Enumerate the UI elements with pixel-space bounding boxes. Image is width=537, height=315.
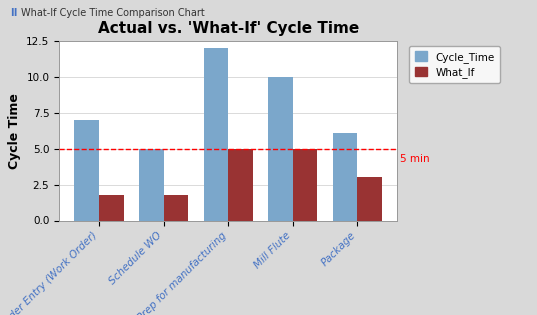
Legend: Cycle_Time, What_If: Cycle_Time, What_If bbox=[409, 46, 500, 83]
Title: Actual vs. 'What-If' Cycle Time: Actual vs. 'What-If' Cycle Time bbox=[98, 20, 359, 36]
Bar bbox=[139, 149, 164, 220]
Text: 5 min: 5 min bbox=[400, 154, 430, 164]
Bar bbox=[333, 133, 358, 220]
Bar bbox=[204, 48, 228, 220]
Bar bbox=[228, 149, 253, 220]
Bar bbox=[164, 195, 188, 220]
Text: Ⅱ: Ⅱ bbox=[10, 8, 16, 18]
Bar bbox=[358, 177, 382, 220]
Bar bbox=[75, 120, 99, 220]
Bar bbox=[99, 195, 124, 220]
Y-axis label: Cycle Time: Cycle Time bbox=[8, 93, 20, 169]
Bar bbox=[268, 77, 293, 220]
Text: What-If Cycle Time Comparison Chart: What-If Cycle Time Comparison Chart bbox=[21, 8, 205, 18]
Bar bbox=[293, 149, 317, 220]
